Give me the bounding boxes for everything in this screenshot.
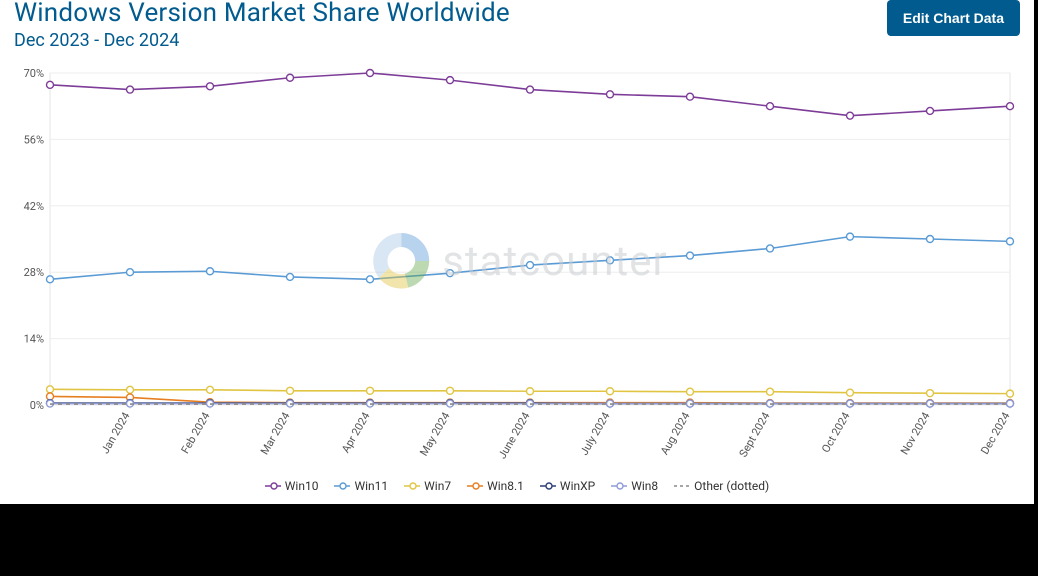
svg-text:Oct 2024: Oct 2024: [819, 410, 852, 455]
svg-text:Apr 2024: Apr 2024: [339, 410, 373, 455]
chart-panel: Windows Version Market Share Worldwide D…: [0, 0, 1038, 504]
svg-text:Feb 2024: Feb 2024: [179, 410, 213, 456]
legend-label: WinXP: [560, 479, 595, 493]
svg-text:May 2024: May 2024: [417, 410, 452, 458]
legend-label: Win7: [424, 479, 451, 493]
svg-text:July 2024: July 2024: [578, 410, 613, 458]
legend-label: Win11: [354, 479, 388, 493]
legend-item[interactable]: Win10: [265, 479, 319, 493]
svg-text:Jan 2024: Jan 2024: [99, 410, 133, 456]
svg-text:28%: 28%: [24, 266, 44, 279]
chart-area: 0% 14% 28% 42% 56% 70% Jan 2024 Feb 2024 Mar 202…: [14, 65, 1020, 471]
legend-swatch-icon: [611, 481, 627, 491]
svg-text:56%: 56%: [24, 133, 44, 146]
legend-swatch-icon: [265, 481, 281, 491]
legend-item[interactable]: Win11: [334, 479, 388, 493]
svg-text:Dec 2024: Dec 2024: [978, 410, 1012, 457]
legend-swatch-icon: [334, 481, 350, 491]
legend-item[interactable]: Win8: [611, 479, 658, 493]
legend-item[interactable]: Win8.1: [467, 479, 524, 493]
svg-text:42%: 42%: [24, 200, 44, 213]
legend-label: Other (dotted): [694, 479, 769, 493]
svg-text:0%: 0%: [30, 399, 44, 412]
legend-swatch-icon: [674, 481, 690, 491]
header: Windows Version Market Share Worldwide D…: [0, 0, 1034, 51]
legend-label: Win10: [285, 479, 319, 493]
page-subtitle: Dec 2023 - Dec 2024: [14, 30, 510, 51]
legend: Win10 Win11 Win7 Win8.1 WinXP Win8 Other (dott…: [0, 479, 1034, 494]
svg-text:70%: 70%: [24, 67, 44, 80]
legend-swatch-icon: [404, 481, 420, 491]
svg-text:Nov 2024: Nov 2024: [898, 410, 933, 457]
legend-label: Win8: [631, 479, 658, 493]
title-block: Windows Version Market Share Worldwide D…: [14, 0, 510, 51]
edit-chart-data-button[interactable]: Edit Chart Data: [887, 0, 1020, 36]
line-chart: 0% 14% 28% 42% 56% 70% Jan 2024 Feb 2024 Mar 202…: [14, 65, 1020, 467]
legend-swatch-icon: [540, 481, 556, 491]
svg-text:14%: 14%: [24, 333, 44, 346]
legend-swatch-icon: [467, 481, 483, 491]
legend-label: Win8.1: [487, 479, 524, 493]
legend-item[interactable]: Other (dotted): [674, 479, 769, 493]
svg-text:Sept 2024: Sept 2024: [737, 410, 773, 459]
svg-text:Aug 2024: Aug 2024: [658, 410, 693, 457]
svg-text:Mar 2024: Mar 2024: [258, 410, 293, 457]
legend-item[interactable]: Win7: [404, 479, 451, 493]
legend-item[interactable]: WinXP: [540, 479, 595, 493]
page-title: Windows Version Market Share Worldwide: [14, 0, 510, 26]
svg-text:June 2024: June 2024: [496, 410, 533, 461]
